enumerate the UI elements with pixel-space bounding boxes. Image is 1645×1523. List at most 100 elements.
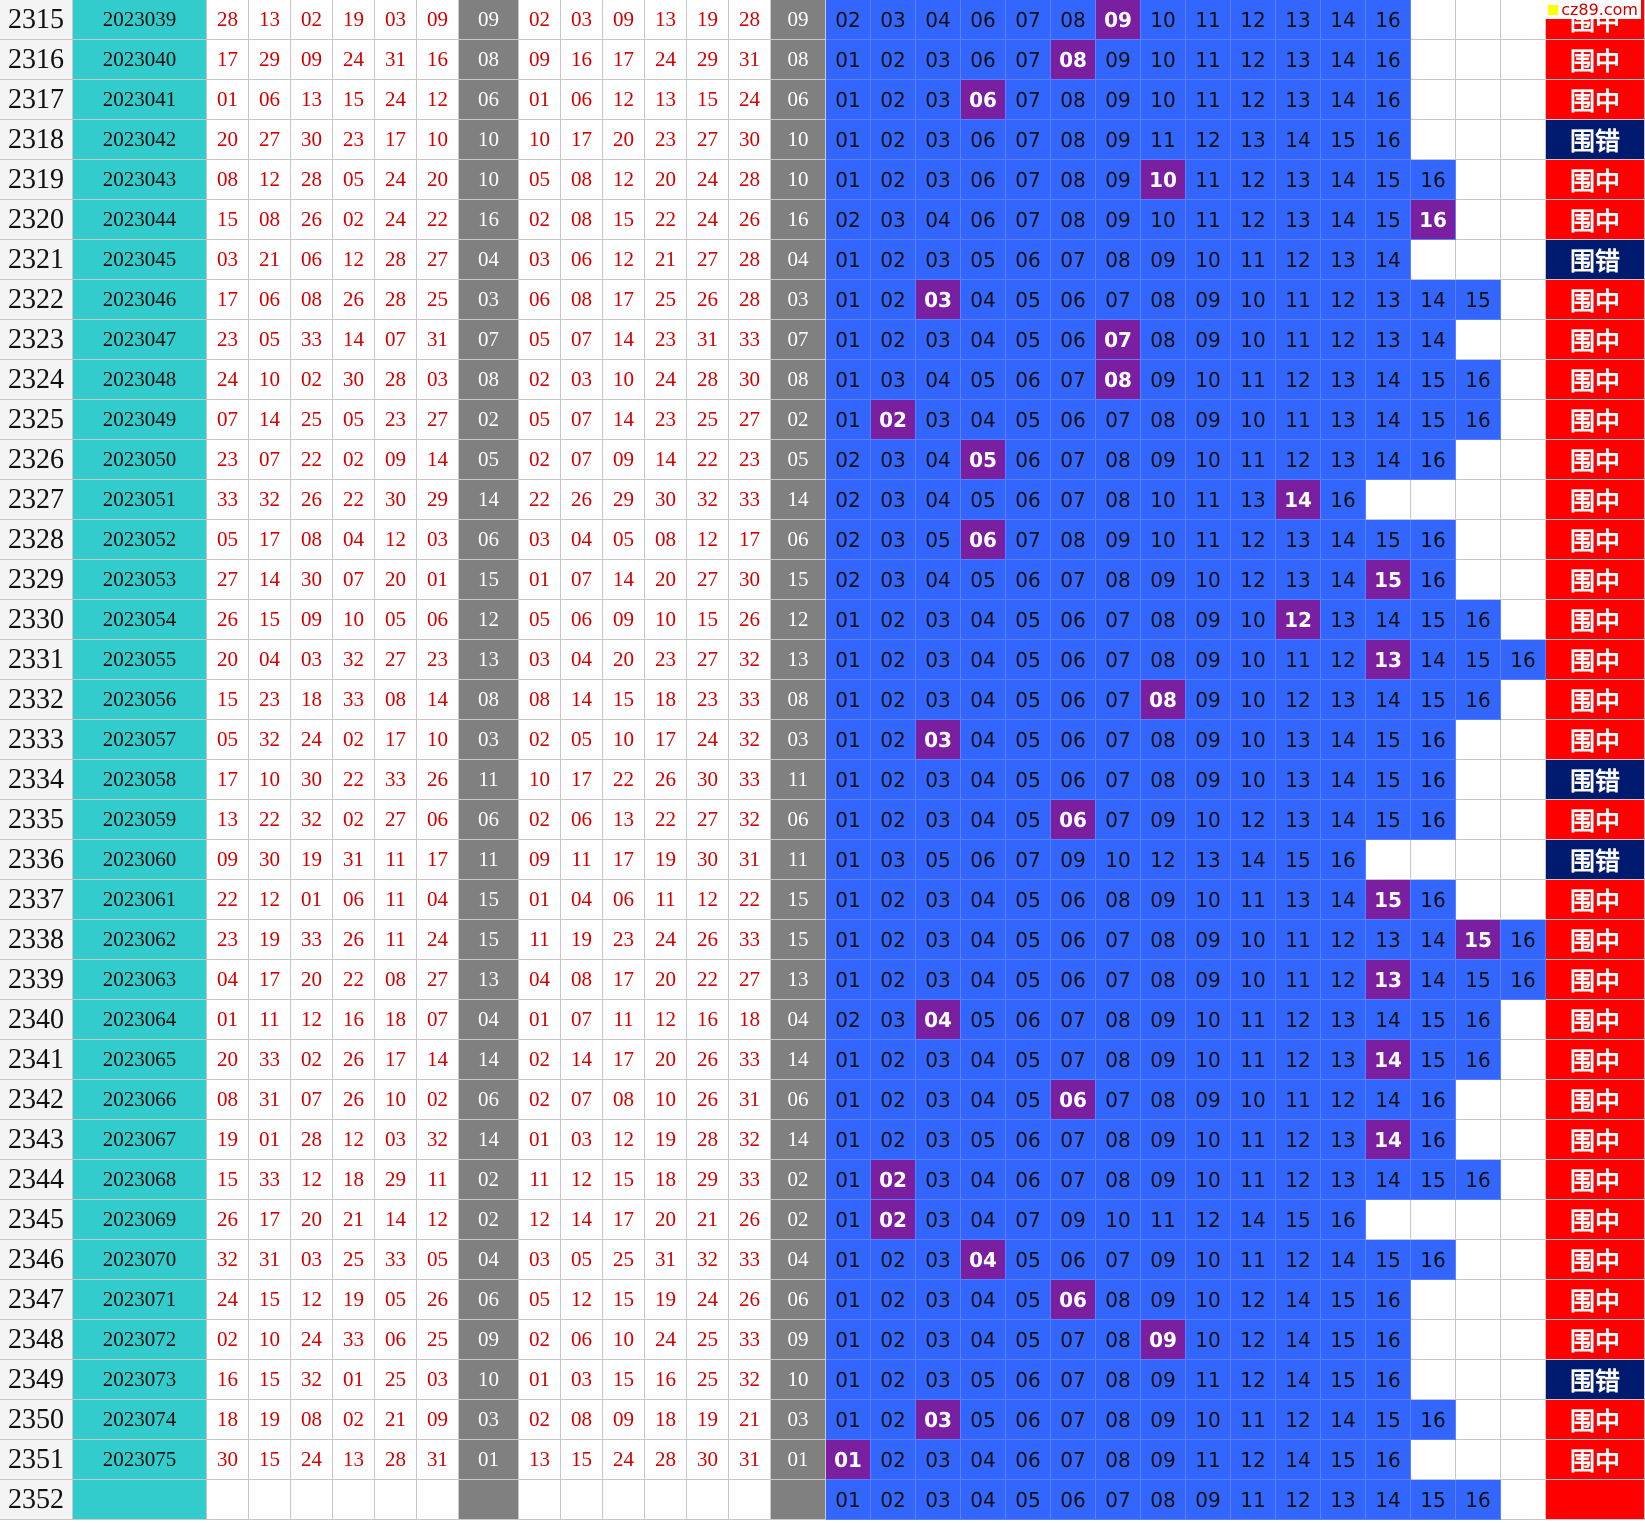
sorted-number: 18 xyxy=(645,1160,687,1200)
pool-number: 14 xyxy=(1411,960,1456,1000)
sorted-number: 26 xyxy=(729,1280,771,1320)
sorted-number: 14 xyxy=(603,560,645,600)
pool-number: 09 xyxy=(1096,160,1141,200)
pool-number: 01 xyxy=(826,760,871,800)
sorted-number: 28 xyxy=(729,280,771,320)
result: 围中 xyxy=(1546,1160,1645,1200)
sorted-number: 26 xyxy=(687,1080,729,1120)
pool-number: 09 xyxy=(1141,1160,1186,1200)
sorted-number: 22 xyxy=(687,960,729,1000)
special-number: 07 xyxy=(459,320,519,360)
empty-cell xyxy=(1456,560,1501,600)
row: 2326 2023050 23 07 22 02 09 14 05 02 07 09 14 22 23 05 0… xyxy=(0,440,1645,480)
draw-number: 04 xyxy=(333,520,375,560)
pool-number: 05 xyxy=(1006,760,1051,800)
pool-number: 13 xyxy=(1186,840,1231,880)
special-number: 02 xyxy=(771,1160,826,1200)
pool-number: 04 xyxy=(961,600,1006,640)
empty-cell xyxy=(1411,1320,1456,1360)
empty-cell xyxy=(1456,760,1501,800)
sorted-number: 31 xyxy=(687,320,729,360)
pool-number: 12 xyxy=(1276,1240,1321,1280)
empty-cell xyxy=(1456,40,1501,80)
pool-number: 12 xyxy=(1276,1400,1321,1440)
pool-number: 08 xyxy=(1141,720,1186,760)
sorted-number: 17 xyxy=(603,40,645,80)
row: 2331 2023055 20 04 03 32 27 23 13 03 04 20 23 27 32 13 0… xyxy=(0,640,1645,680)
pool-number: 08 xyxy=(1096,1000,1141,1040)
special-number: 08 xyxy=(459,360,519,400)
sorted-number: 30 xyxy=(729,120,771,160)
pool-number: 10 xyxy=(1186,1320,1231,1360)
pool-number: 16 xyxy=(1366,120,1411,160)
draw-number: 03 xyxy=(207,240,249,280)
sorted-number: 02 xyxy=(519,440,561,480)
sorted-number: 12 xyxy=(603,1120,645,1160)
pool-number: 05 xyxy=(1006,400,1051,440)
pool-number: 10 xyxy=(1231,960,1276,1000)
pool-number: 08 xyxy=(1051,40,1096,80)
empty-cell xyxy=(1456,880,1501,920)
sorted-number: 04 xyxy=(561,880,603,920)
pool-number: 16 xyxy=(1411,880,1456,920)
pool-number: 09 xyxy=(1141,1120,1186,1160)
pool-number: 16 xyxy=(1411,720,1456,760)
draw-number: 26 xyxy=(333,1080,375,1120)
pool-number: 11 xyxy=(1231,1160,1276,1200)
draw-number: 04 xyxy=(207,960,249,1000)
draw-number: 26 xyxy=(207,1200,249,1240)
pool-number: 03 xyxy=(916,120,961,160)
sorted-number: 28 xyxy=(687,360,729,400)
special-number: 04 xyxy=(771,1240,826,1280)
draw-number: 05 xyxy=(333,160,375,200)
period: 2023047 xyxy=(73,320,207,360)
special-number: 13 xyxy=(771,640,826,680)
draw-number: 30 xyxy=(291,120,333,160)
empty-cell xyxy=(1456,0,1501,40)
draw-number: 27 xyxy=(417,240,459,280)
pool-number: 09 xyxy=(1186,600,1231,640)
pool-number: 15 xyxy=(1366,880,1411,920)
pool-number: 04 xyxy=(961,1280,1006,1320)
pool-number: 01 xyxy=(826,1240,871,1280)
special-number: 04 xyxy=(771,240,826,280)
pool-number: 06 xyxy=(1006,1360,1051,1400)
pool-number: 15 xyxy=(1411,1040,1456,1080)
empty-cell xyxy=(1501,40,1546,80)
special-number: 15 xyxy=(459,920,519,960)
pool-number: 04 xyxy=(961,760,1006,800)
pool-number: 01 xyxy=(826,360,871,400)
pool-number: 14 xyxy=(1321,0,1366,40)
pool-number: 03 xyxy=(916,1080,961,1120)
sorted-number: 20 xyxy=(603,640,645,680)
sorted-number: 09 xyxy=(519,840,561,880)
sorted-number: 23 xyxy=(603,920,645,960)
special-number: 14 xyxy=(459,1120,519,1160)
pool-number: 02 xyxy=(871,720,916,760)
pool-number: 06 xyxy=(1006,1000,1051,1040)
sorted-number: 04 xyxy=(519,960,561,1000)
result: 围中 xyxy=(1546,800,1645,840)
draw-number: 33 xyxy=(291,320,333,360)
pool-number: 07 xyxy=(1096,600,1141,640)
pool-number: 14 xyxy=(1321,560,1366,600)
pool-number: 13 xyxy=(1276,0,1321,40)
pool-number: 06 xyxy=(1051,1240,1096,1280)
pool-number: 10 xyxy=(1186,1040,1231,1080)
empty-cell xyxy=(1411,0,1456,40)
special-number: 15 xyxy=(771,560,826,600)
result: 围中 xyxy=(1546,480,1645,520)
pool-number: 10 xyxy=(1186,880,1231,920)
draw-number: 28 xyxy=(375,280,417,320)
empty-cell xyxy=(1456,1400,1501,1440)
draw-number: 20 xyxy=(417,160,459,200)
sorted-number: 15 xyxy=(603,200,645,240)
pool-number: 10 xyxy=(1186,1000,1231,1040)
pool-number: 04 xyxy=(916,200,961,240)
draw-number: 07 xyxy=(333,560,375,600)
draw-number: 25 xyxy=(417,280,459,320)
draw-number: 25 xyxy=(375,1360,417,1400)
pool-number: 10 xyxy=(1186,1240,1231,1280)
pool-number: 02 xyxy=(871,240,916,280)
draw-number: 16 xyxy=(333,1000,375,1040)
